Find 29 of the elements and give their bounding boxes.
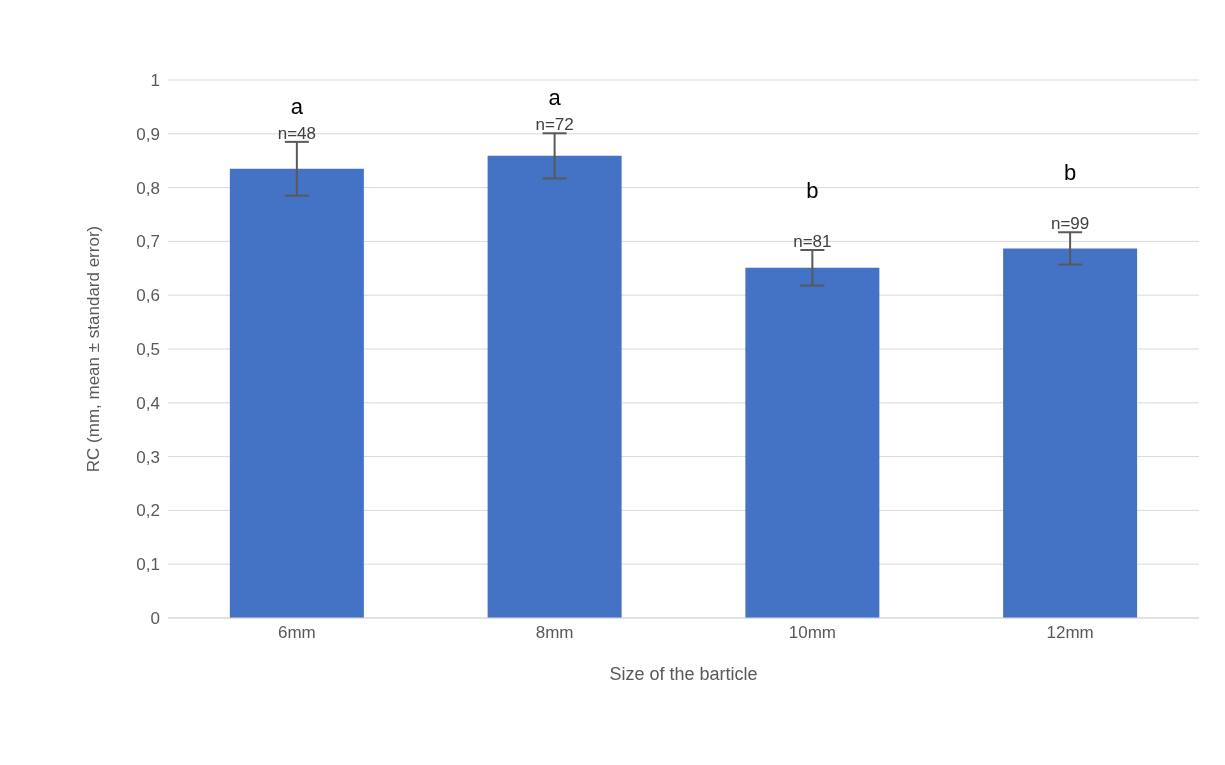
annotation: a bbox=[548, 85, 562, 111]
y-tick-label: 0,5 bbox=[136, 340, 160, 360]
y-axis-title: RC (mm, mean ± standard error) bbox=[84, 225, 104, 473]
annotation: b bbox=[1064, 160, 1077, 186]
annotation: n=99 bbox=[1050, 214, 1090, 234]
y-tick-label: 0,8 bbox=[136, 178, 160, 198]
x-tick-label: 8mm bbox=[535, 623, 574, 643]
y-tick-label: 0,3 bbox=[136, 447, 160, 467]
annotation: n=72 bbox=[535, 115, 574, 135]
y-tick-label: 0,9 bbox=[136, 124, 160, 144]
y-tick-label: 0,1 bbox=[136, 555, 160, 575]
y-tick-label: 0,6 bbox=[136, 286, 160, 306]
x-tick-label: 10mm bbox=[788, 623, 836, 643]
x-tick-label: 6mm bbox=[277, 623, 316, 643]
bar bbox=[487, 155, 622, 618]
bar bbox=[1003, 248, 1138, 618]
annotation: b bbox=[806, 178, 819, 204]
y-tick-label: 0,7 bbox=[136, 232, 160, 252]
annotation: n=81 bbox=[793, 232, 832, 252]
y-tick-label: 0 bbox=[150, 609, 160, 629]
bar bbox=[229, 168, 364, 618]
y-tick-label: 0,2 bbox=[136, 501, 160, 521]
annotation: a bbox=[290, 93, 304, 119]
x-axis-title: Size of the barticle bbox=[609, 664, 758, 684]
y-tick-label: 0,4 bbox=[136, 393, 160, 413]
bar bbox=[745, 267, 880, 618]
x-tick-label: 12mm bbox=[1046, 623, 1094, 643]
y-tick-label: 1 bbox=[150, 71, 160, 91]
annotation: n=48 bbox=[277, 123, 317, 143]
